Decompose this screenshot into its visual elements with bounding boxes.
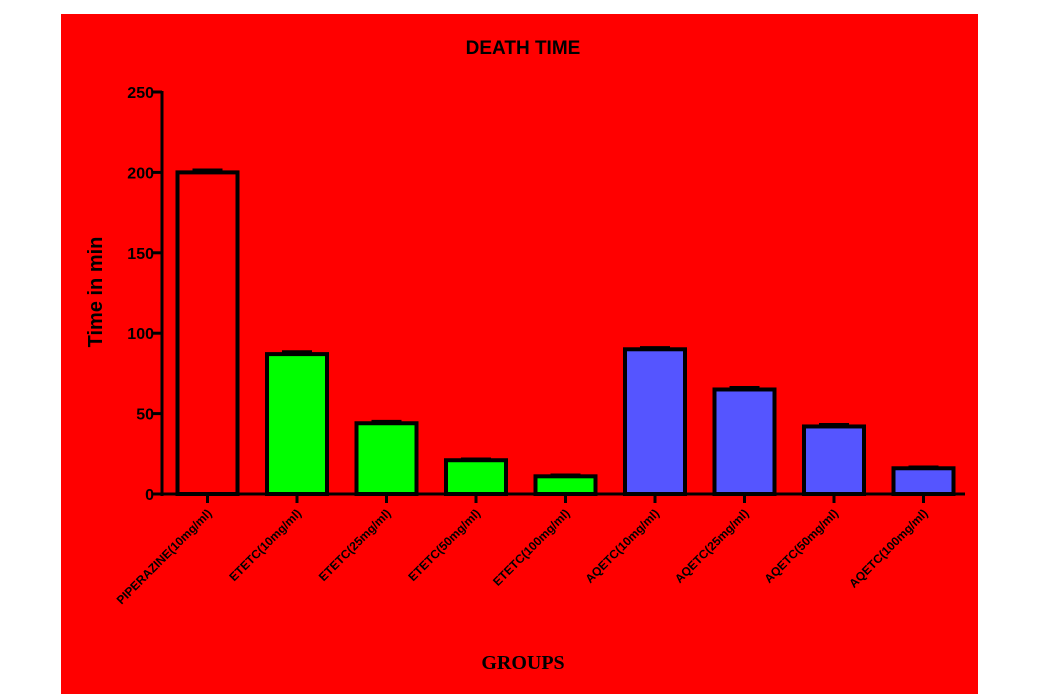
bar: [712, 387, 777, 497]
bar: [444, 458, 508, 496]
y-tick-label: 0: [145, 487, 154, 504]
x-tick-label: AQETC(100mg/ml): [846, 506, 930, 590]
x-tick-label: ETETC(100mg/ml): [490, 506, 573, 589]
bar: [891, 466, 956, 497]
x-tick-label: PIPERAZINE(10mg/ml): [114, 506, 215, 607]
y-tick-label: 100: [127, 326, 154, 343]
y-tick-label: 250: [127, 85, 154, 102]
bars-layer: [175, 168, 956, 497]
bar: [802, 424, 866, 496]
bar: [354, 421, 419, 496]
bar: [533, 474, 598, 497]
y-tick-label: 150: [127, 246, 154, 263]
x-tick-label: ETETC(25mg/ml): [316, 506, 394, 584]
x-tick-label: ETETC(50mg/ml): [405, 506, 483, 584]
bar: [623, 347, 687, 496]
x-tick-label: AQETC(10mg/ml): [582, 506, 662, 586]
chart-title: DEATH TIME: [466, 38, 581, 59]
y-tick-label: 50: [136, 407, 154, 424]
x-tick-label: ETETC(10mg/ml): [226, 506, 304, 584]
y-axis-label: Time in min: [85, 237, 107, 348]
x-tick-label: AQETC(50mg/ml): [761, 506, 841, 586]
y-tick-label: 200: [127, 165, 154, 182]
bar: [175, 170, 240, 496]
x-axis-label: GROUPS: [481, 652, 564, 674]
x-tick-label: AQETC(25mg/ml): [672, 506, 752, 586]
bar: [265, 352, 329, 496]
